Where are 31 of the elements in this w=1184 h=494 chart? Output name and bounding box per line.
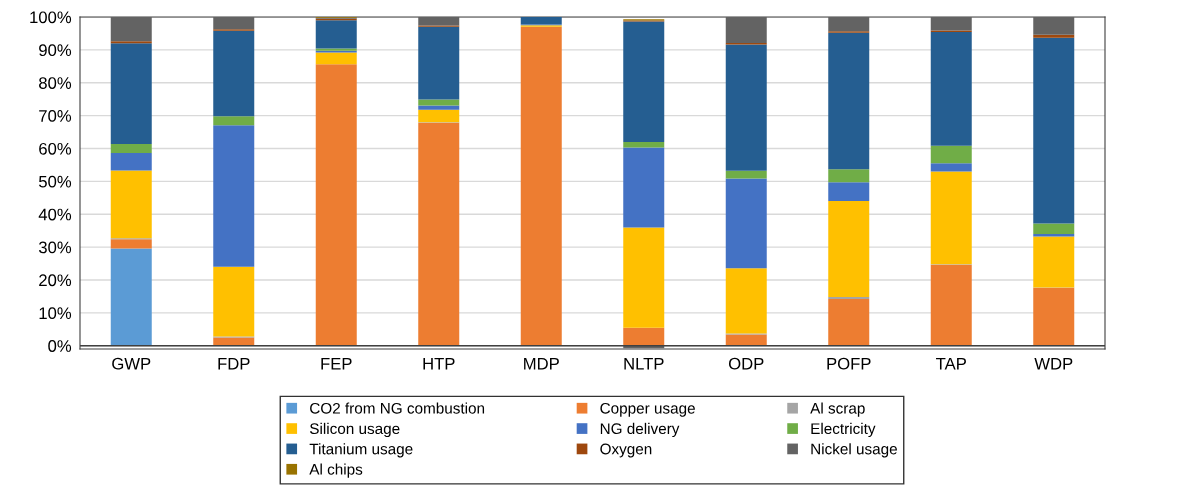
y-tick-label: 100% xyxy=(30,11,72,24)
x-tick-label: MDP xyxy=(524,357,559,370)
legend-label: Electricity xyxy=(811,422,876,438)
x-tick-label: FDP xyxy=(218,357,250,370)
legend-label: Nickel usage xyxy=(811,443,897,458)
x-tick-label: HTP xyxy=(423,357,455,370)
y-tick-label: 90% xyxy=(39,44,72,57)
y-tick-label: 30% xyxy=(38,241,72,254)
y-tick-label: 10% xyxy=(39,307,72,320)
x-tick-label: GWP xyxy=(112,357,151,370)
x-tick-label: ODP xyxy=(728,357,764,370)
x-tick-label: TAP xyxy=(936,357,966,370)
x-tick-label: POFP xyxy=(827,357,871,370)
x-tick-label: WDP xyxy=(1034,357,1073,370)
y-tick-label: 80% xyxy=(39,77,72,89)
y-tick-label: 50% xyxy=(38,175,72,188)
y-tick-label: 60% xyxy=(39,142,72,155)
y-tick-label: 70% xyxy=(39,110,72,122)
legend-label: CO2 from NG combustion xyxy=(310,402,485,414)
legend-label: Oxygen xyxy=(600,443,652,458)
legend-label: Al scrap xyxy=(810,402,865,417)
legend-label: Silicon usage xyxy=(309,422,400,438)
legend-label: Al chips xyxy=(309,463,363,478)
y-tick-label: 0% xyxy=(48,340,72,352)
y-tick-label: 40% xyxy=(38,208,72,221)
legend-label: Titanium usage xyxy=(309,443,413,458)
legend-label: Copper usage xyxy=(600,402,695,417)
legend-label: NG delivery xyxy=(600,422,680,438)
y-tick-label: 20% xyxy=(39,274,72,287)
x-tick-label: FEP xyxy=(321,357,352,370)
x-tick-label: NLTP xyxy=(624,357,664,370)
